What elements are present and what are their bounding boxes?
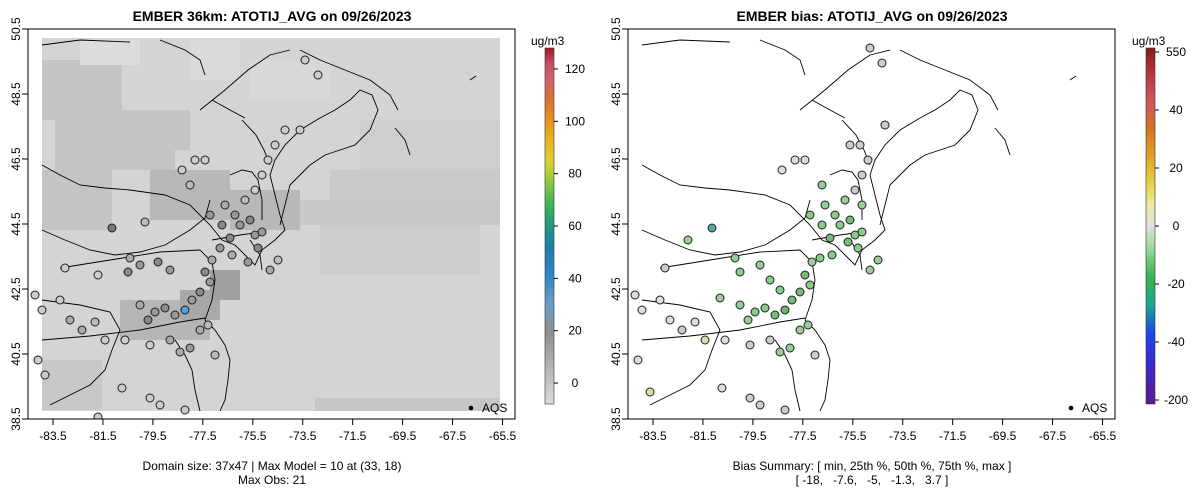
right-colorbar-ticks: 550 40 20 0 -20 -40 -200 xyxy=(1155,45,1188,407)
y-tick-label: 48.5 xyxy=(609,82,623,106)
left-footer-line1: Domain size: 37x47 | Max Model = 10 at (… xyxy=(143,459,402,473)
right-colorbar xyxy=(1145,47,1156,405)
y-tick-label: 50.5 xyxy=(609,17,623,41)
right-footer-line1: Bias Summary: [ min, 25th %, 50th %, 75t… xyxy=(733,459,1012,473)
y-tick-label: 40.5 xyxy=(609,342,623,366)
colorbar-tick-label: -20 xyxy=(1167,277,1185,291)
y-tick-label: 48.5 xyxy=(9,82,23,106)
x-tick-label: -73.5 xyxy=(289,429,317,443)
left-colorbar-ticks: 0 20 40 60 80 100 120 xyxy=(554,62,585,390)
left-colorbar xyxy=(544,47,555,405)
y-tick-label: 42.5 xyxy=(9,277,23,301)
colorbar-tick-label: 100 xyxy=(565,114,585,128)
right-boundaries xyxy=(641,39,1077,412)
y-tick-label: 50.5 xyxy=(9,17,23,41)
x-tick-label: -69.5 xyxy=(389,429,417,443)
left-legend-marker xyxy=(468,405,474,411)
left-map-area: AQS xyxy=(28,29,515,419)
right-legend-marker xyxy=(1068,405,1074,411)
y-tick-label: 46.5 xyxy=(9,147,23,171)
left-panel: EMBER 36km: ATOTIJ_AVG on 09/26/2023 xyxy=(9,8,585,487)
right-legend-label: AQS xyxy=(1082,401,1107,415)
x-tick-label: -71.5 xyxy=(939,429,967,443)
right-obs-markers xyxy=(630,43,890,415)
colorbar-tick-label: -40 xyxy=(1167,335,1185,349)
colorbar-tick-label: 550 xyxy=(1166,45,1186,59)
colorbar-tick-label: 20 xyxy=(1169,161,1183,175)
left-boundaries xyxy=(41,39,477,412)
right-map-bg xyxy=(628,29,1115,419)
left-title: EMBER 36km: ATOTIJ_AVG on 09/26/2023 xyxy=(133,8,412,24)
right-map-area: AQS xyxy=(628,29,1115,419)
x-tick-label: -75.5 xyxy=(839,429,867,443)
x-tick-label: -81.5 xyxy=(689,429,717,443)
colorbar-tick-label: 0 xyxy=(1173,219,1180,233)
colorbar-tick-label: 120 xyxy=(565,62,585,76)
left-colorbar-units: ug/m3 xyxy=(531,34,565,48)
colorbar-tick-label: 40 xyxy=(568,271,582,285)
right-panel: EMBER bias: ATOTIJ_AVG on 09/26/2023 xyxy=(609,8,1188,487)
x-tick-label: -83.5 xyxy=(639,429,667,443)
x-tick-label: -83.5 xyxy=(39,429,67,443)
y-tick-label: 44.5 xyxy=(9,212,23,236)
y-tick-label: 40.5 xyxy=(9,342,23,366)
x-tick-label: -69.5 xyxy=(989,429,1017,443)
x-tick-label: -77.5 xyxy=(789,429,817,443)
left-model-cells xyxy=(42,40,500,411)
x-tick-label: -67.5 xyxy=(439,429,467,443)
y-tick-label: 38.5 xyxy=(609,407,623,431)
x-tick-label: -65.5 xyxy=(489,429,517,443)
y-tick-label: 42.5 xyxy=(609,277,623,301)
y-tick-label: 38.5 xyxy=(9,407,23,431)
right-x-axis: -83.5 -81.5 -79.5 -77.5 -75.5 -73.5 -71.5 -69.5… xyxy=(639,419,1117,443)
x-tick-label: -73.5 xyxy=(889,429,917,443)
x-tick-label: -65.5 xyxy=(1089,429,1117,443)
x-tick-label: -79.5 xyxy=(139,429,167,443)
y-tick-label: 46.5 xyxy=(609,147,623,171)
x-tick-label: -77.5 xyxy=(189,429,217,443)
colorbar-tick-label: 0 xyxy=(572,376,579,390)
x-tick-label: -81.5 xyxy=(89,429,117,443)
left-obs-markers xyxy=(30,55,323,419)
x-tick-label: -79.5 xyxy=(739,429,767,443)
right-title: EMBER bias: ATOTIJ_AVG on 09/26/2023 xyxy=(736,8,1007,24)
left-footer-line2: Max Obs: 21 xyxy=(238,473,306,487)
colorbar-tick-label: 60 xyxy=(568,219,582,233)
left-y-axis: 38.5 40.5 42.5 44.5 46.5 48.5 50.5 xyxy=(9,17,28,431)
right-y-axis: 38.5 40.5 42.5 44.5 46.5 48.5 50.5 xyxy=(609,17,628,431)
left-x-axis: -83.5 -81.5 -79.5 -77.5 -75.5 -73.5 -71.5 -69.5… xyxy=(39,419,517,443)
x-tick-label: -71.5 xyxy=(339,429,367,443)
x-tick-label: -75.5 xyxy=(239,429,267,443)
right-footer-line2: [ -18, -7.6, -5, -1.3, 3.7 ] xyxy=(796,473,949,487)
x-tick-label: -67.5 xyxy=(1039,429,1067,443)
left-legend-label: AQS xyxy=(482,401,507,415)
colorbar-tick-label: 80 xyxy=(568,167,582,181)
colorbar-tick-label: 40 xyxy=(1169,103,1183,117)
colorbar-tick-label: 20 xyxy=(568,324,582,338)
right-colorbar-units: ug/m3 xyxy=(1132,34,1166,48)
y-tick-label: 44.5 xyxy=(609,212,623,236)
colorbar-tick-label: -200 xyxy=(1164,393,1188,407)
